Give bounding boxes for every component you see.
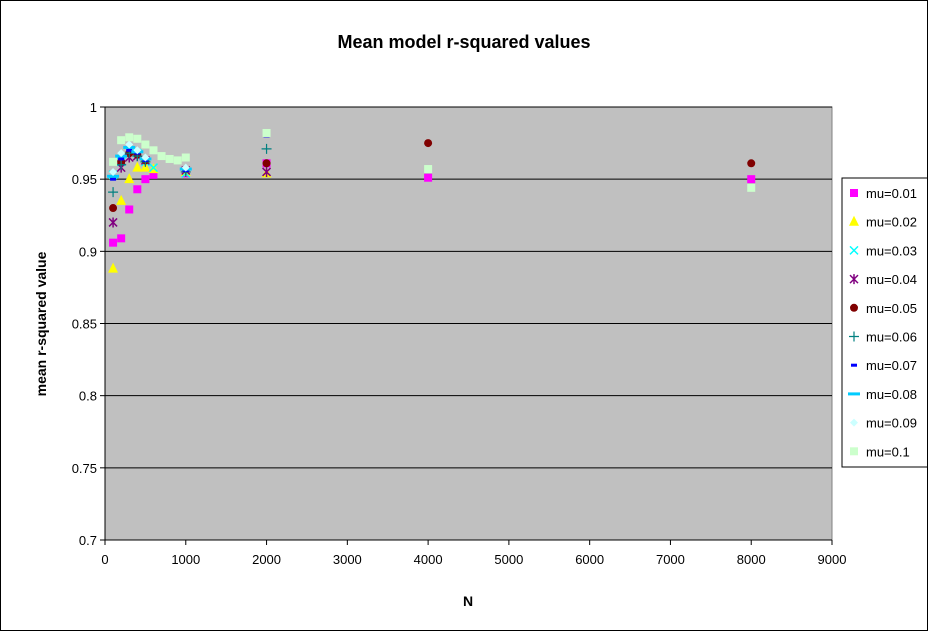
data-point: [149, 170, 158, 179]
chart-title: Mean model r-squared values: [337, 32, 590, 52]
data-point: [141, 153, 150, 162]
data-point: [181, 163, 190, 172]
legend-label: mu=0.04: [866, 272, 917, 287]
data-point: [125, 140, 134, 149]
data-point: [125, 205, 134, 214]
data-point: [133, 134, 142, 143]
legend-label: mu=0.06: [866, 330, 917, 345]
data-point: [747, 159, 756, 168]
data-point: [126, 148, 133, 152]
axes: 0.7 0.75 0.8 0.85 0.9 0.95 1 0 1000 2000 3000 4000 5…: [72, 100, 847, 567]
legend-marker: [850, 189, 858, 197]
legend-marker: [851, 363, 857, 367]
data-point: [261, 143, 272, 154]
data-point: [117, 149, 126, 158]
legend-marker: [849, 215, 859, 226]
legend-label: mu=0.02: [866, 215, 917, 230]
data-point: [117, 136, 126, 145]
y-tick-label: 0.75: [72, 461, 97, 476]
legend-marker: [849, 331, 859, 342]
data-point: [181, 153, 190, 162]
data-point: [173, 156, 182, 165]
data-point: [141, 175, 150, 184]
legend-label: mu=0.08: [866, 387, 917, 402]
y-tick-label: 0.9: [79, 244, 97, 259]
data-point: [116, 194, 127, 205]
data-point: [108, 262, 119, 273]
x-tick-label: 0: [101, 552, 108, 567]
data-point: [108, 187, 119, 198]
data-point: [108, 217, 118, 228]
data-point: [109, 238, 118, 247]
data-point: [107, 174, 120, 178]
legend-label: mu=0.07: [866, 358, 917, 373]
data-point: [149, 146, 158, 155]
data-point: [132, 161, 143, 172]
y-axis-label: mean r-squared value: [33, 251, 49, 396]
y-tick-label: 0.8: [79, 389, 97, 404]
legend-marker: [849, 274, 859, 285]
data-point: [109, 157, 118, 166]
data-point: [747, 175, 756, 184]
legend-label: mu=0.05: [866, 301, 917, 316]
data-point: [747, 183, 756, 192]
data-point: [124, 173, 135, 184]
x-tick-label: 2000: [252, 552, 281, 567]
data-point: [424, 139, 433, 148]
legend-marker: [850, 303, 858, 312]
data-point: [424, 165, 433, 174]
data-point: [125, 133, 134, 142]
data-point: [109, 204, 118, 213]
data-point: [157, 152, 166, 161]
data-point: [133, 185, 142, 194]
data-point: [262, 166, 272, 177]
x-tick-label: 9000: [818, 552, 847, 567]
data-point: [165, 154, 174, 163]
legend-marker: [850, 418, 858, 427]
legend-label: mu=0.1: [866, 444, 910, 459]
data-point: [110, 177, 117, 181]
legend: mu=0.01 mu=0.02 mu=0.03 mu=0.04 mu=0.05 mu=0.…: [841, 177, 928, 468]
data-point: [262, 128, 271, 137]
legend-label: mu=0.09: [866, 416, 917, 431]
data-marks: [107, 128, 756, 273]
x-tick-label: 1000: [171, 552, 200, 567]
legend-label: mu=0.03: [866, 243, 917, 258]
data-point: [424, 173, 433, 182]
x-axis-label: N: [463, 593, 473, 609]
series-mu=0.09: [109, 140, 190, 176]
data-point: [141, 140, 150, 149]
series-mu=0.1: [109, 128, 756, 192]
data-point: [116, 159, 127, 170]
legend-marker: [850, 447, 858, 456]
x-tick-label: 5000: [494, 552, 523, 567]
gridlines: [105, 106, 832, 469]
legend-box: [841, 177, 928, 468]
x-tick-label: 6000: [575, 552, 604, 567]
y-tick-label: 0.95: [72, 172, 97, 187]
data-point: [109, 167, 118, 176]
y-tick-label: 0.7: [79, 533, 97, 548]
legend-label: mu=0.01: [866, 186, 917, 201]
y-tick-label: 1: [90, 100, 97, 115]
legend-marker: [848, 392, 860, 396]
data-point: [118, 157, 125, 161]
data-point: [148, 163, 158, 173]
data-point: [262, 159, 271, 168]
data-point: [133, 146, 142, 155]
y-tick-label: 0.85: [72, 317, 97, 332]
x-tick-label: 8000: [737, 552, 766, 567]
x-tick-label: 7000: [656, 552, 685, 567]
legend-marker: [849, 245, 859, 255]
data-point: [117, 234, 126, 243]
x-tick-label: 4000: [414, 552, 443, 567]
x-tick-label: 3000: [333, 552, 362, 567]
